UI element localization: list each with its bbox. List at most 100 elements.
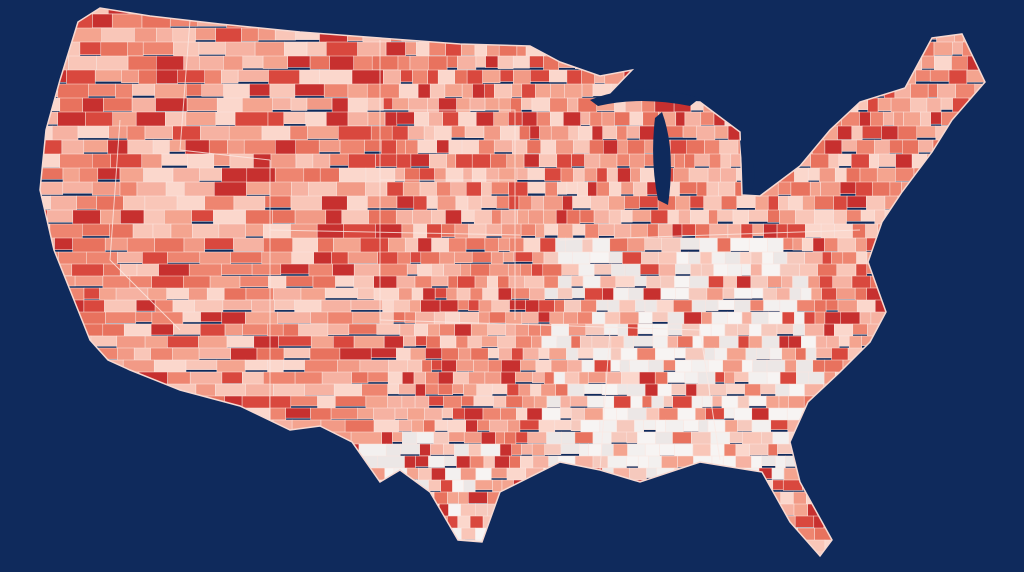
county (419, 443, 431, 457)
county (734, 371, 749, 383)
county (729, 431, 743, 444)
county (428, 455, 445, 468)
county (426, 195, 438, 209)
county (454, 69, 468, 85)
county (484, 97, 500, 111)
county (639, 263, 660, 275)
county (523, 153, 540, 168)
county (439, 251, 455, 266)
county (839, 181, 857, 195)
county (367, 97, 384, 111)
county (165, 181, 185, 198)
county (538, 347, 550, 359)
county (521, 111, 538, 129)
county (532, 371, 545, 383)
county (603, 323, 619, 335)
county (468, 299, 480, 311)
county (414, 395, 430, 410)
county (423, 419, 436, 433)
county (688, 287, 708, 302)
county (735, 443, 750, 457)
county (877, 97, 892, 112)
county (185, 359, 218, 370)
county (621, 371, 640, 385)
county (696, 125, 716, 142)
county (918, 139, 934, 153)
county (531, 443, 545, 456)
county (846, 209, 862, 222)
county (221, 371, 243, 384)
county (859, 111, 871, 128)
county (538, 153, 558, 168)
county (567, 359, 583, 373)
county (461, 395, 475, 407)
county (191, 209, 214, 222)
county (476, 383, 493, 396)
county (341, 209, 369, 227)
county (819, 167, 836, 185)
county (62, 181, 93, 194)
county (515, 371, 533, 383)
county (792, 323, 805, 336)
county (882, 111, 894, 126)
county (608, 209, 622, 226)
county (92, 13, 113, 29)
county (269, 83, 296, 98)
county (415, 455, 429, 467)
county (499, 69, 514, 82)
county (481, 181, 492, 198)
county (182, 311, 201, 323)
county (468, 443, 482, 457)
county (930, 111, 942, 125)
county (749, 443, 769, 456)
county (681, 223, 696, 236)
county (902, 139, 919, 155)
county (415, 311, 435, 326)
county (417, 139, 437, 154)
county (837, 237, 856, 253)
county (253, 335, 279, 350)
county (599, 275, 617, 289)
county (396, 111, 415, 125)
county (224, 323, 243, 336)
county (241, 27, 259, 42)
state-border (109, 119, 181, 331)
county (505, 395, 523, 408)
county (767, 275, 782, 288)
county (487, 323, 507, 336)
county (405, 237, 419, 254)
county (249, 83, 271, 97)
county (520, 359, 537, 371)
county (679, 181, 698, 195)
county (463, 431, 482, 444)
county (605, 371, 622, 385)
county (460, 263, 472, 278)
county (626, 455, 639, 467)
county (521, 311, 539, 324)
county (490, 153, 507, 170)
county (491, 383, 508, 395)
county (726, 347, 747, 362)
county (529, 125, 540, 140)
county (115, 287, 149, 302)
county (836, 287, 856, 300)
county (444, 83, 463, 97)
county (350, 299, 383, 311)
county (831, 347, 849, 361)
county (480, 431, 496, 445)
county (921, 55, 935, 69)
county (383, 97, 393, 110)
county (167, 251, 201, 263)
county (940, 97, 953, 110)
county (717, 237, 731, 252)
county (775, 455, 786, 469)
county (581, 83, 594, 97)
county (561, 431, 576, 445)
county (402, 371, 415, 385)
county (574, 431, 594, 444)
county (573, 139, 590, 154)
county (631, 209, 652, 222)
county (683, 419, 699, 432)
county (396, 347, 411, 362)
county (428, 395, 444, 406)
